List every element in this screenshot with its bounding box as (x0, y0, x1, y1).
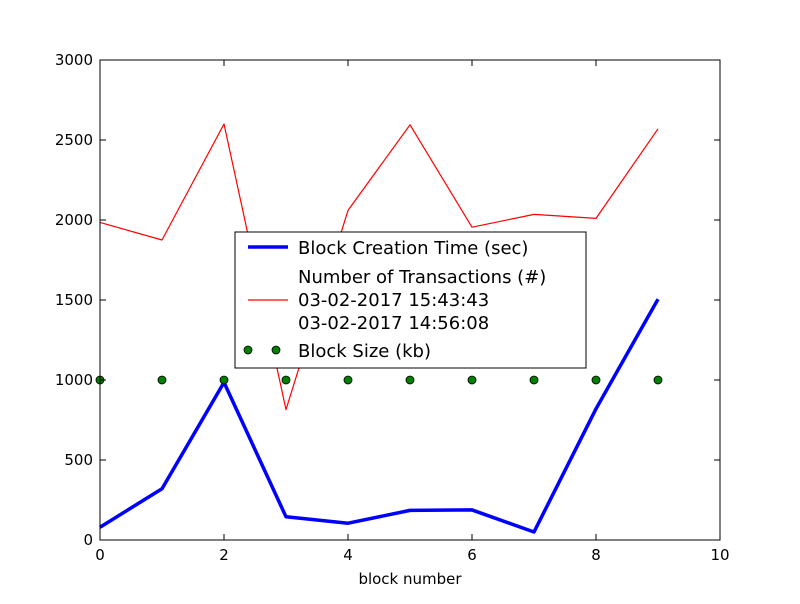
legend-label-3: Block Size (kb) (298, 341, 431, 362)
series-line-1 (99, 298, 660, 534)
series-3-point (157, 375, 167, 385)
legend-swatch-3a (243, 345, 253, 355)
legend-label-2-line: 03-02-2017 14:56:08 (298, 313, 489, 334)
x-tick-label: 6 (467, 546, 477, 564)
legend-label-2-line: 03-02-2017 15:43:43 (298, 290, 489, 311)
y-tick-label: 0 (83, 531, 93, 549)
legend-label-1: Block Creation Time (sec) (298, 238, 528, 259)
y-tick-label: 3000 (55, 51, 93, 69)
x-tick-label: 4 (343, 546, 353, 564)
series-3-point (653, 375, 663, 385)
series-3-point (405, 375, 415, 385)
series-3-point (281, 375, 291, 385)
y-tick-label: 1500 (55, 291, 93, 309)
y-tick-label: 500 (64, 451, 93, 469)
series-3-point (591, 375, 601, 385)
y-tick-label: 2000 (55, 211, 93, 229)
x-tick-label: 2 (219, 546, 229, 564)
y-tick-label: 1000 (55, 371, 93, 389)
series-3-point (343, 375, 353, 385)
series-3-point (467, 375, 477, 385)
series-3-point (529, 375, 539, 385)
legend-box (234, 231, 587, 369)
legend-label-2-line: Number of Transactions (#) (298, 267, 546, 288)
x-tick-label: 8 (591, 546, 601, 564)
legend-swatch-3b (271, 345, 281, 355)
x-axis-label: block number (358, 570, 462, 588)
y-tick-label: 2500 (55, 131, 93, 149)
x-tick-label: 10 (710, 546, 729, 564)
x-tick-label: 0 (95, 546, 105, 564)
series-line-2 (99, 123, 659, 411)
series-3-point (219, 375, 229, 385)
